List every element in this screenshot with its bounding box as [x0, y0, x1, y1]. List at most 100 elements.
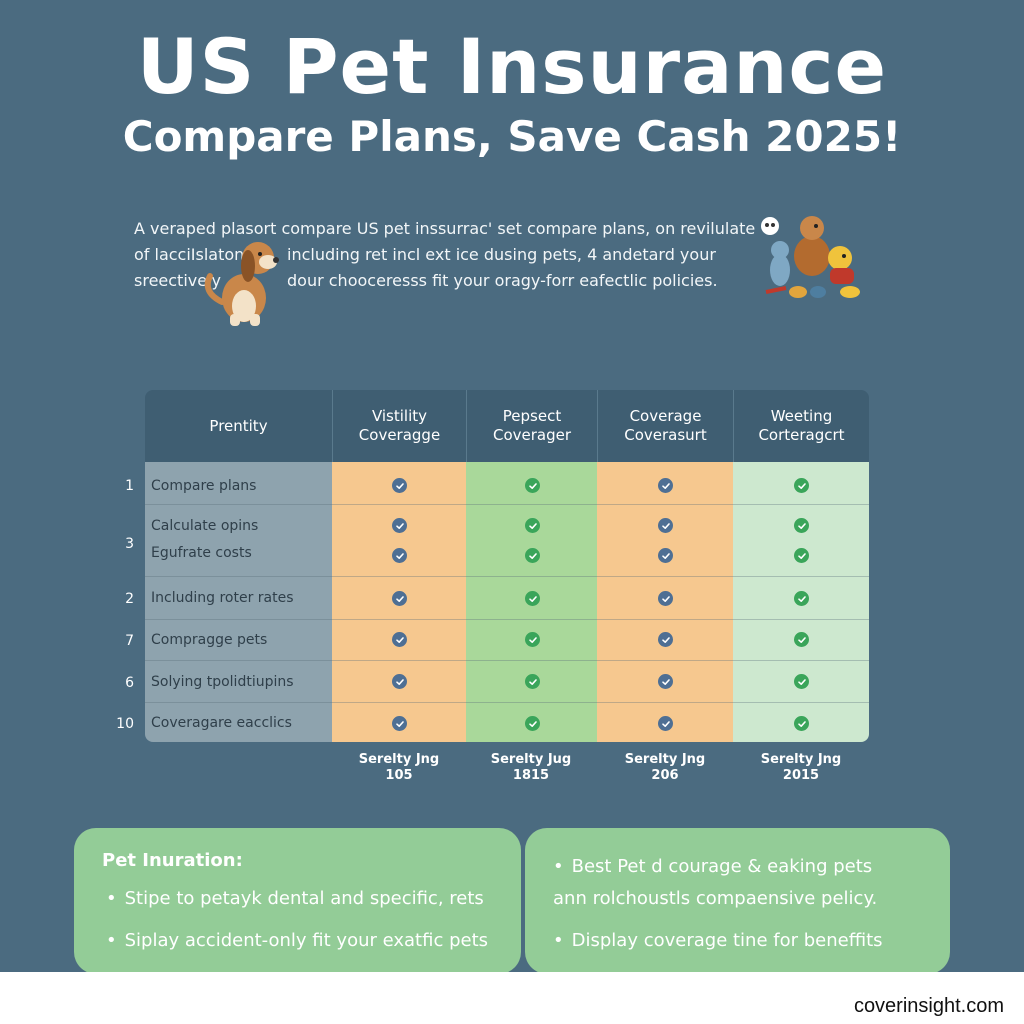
info-card-left: Pet Inuration: • Stipe to petayk dental a… — [74, 828, 521, 974]
check-circle-icon — [525, 716, 540, 731]
bullet-icon: • — [553, 856, 564, 877]
row-divider — [145, 576, 869, 577]
check-circle-icon — [794, 632, 809, 647]
check-circle-icon — [392, 518, 407, 533]
header-label: Coverasurt — [624, 426, 707, 444]
header-label: Coverager — [492, 426, 572, 444]
check-circle-icon — [658, 518, 673, 533]
check-circle-icon — [794, 591, 809, 606]
header-label: Corteragcrt — [758, 426, 845, 444]
header-label: Coverage — [629, 407, 702, 425]
column-footer: Serelty Jng 105 — [332, 752, 466, 784]
check-circle-icon — [392, 478, 407, 493]
check-circle-icon — [658, 716, 673, 731]
intro-line-3b: dour chooceresss fit your oragy-forr eaf… — [287, 271, 718, 290]
page-subtitle: Compare Plans, Save Cash 2025! — [122, 112, 902, 161]
intro-line-1: A veraped plasort compare US pet inssurr… — [134, 219, 756, 238]
intro-line-2a: of lacciIslaton — [134, 245, 245, 264]
footer-line: 105 — [385, 768, 413, 783]
row-label-column — [145, 462, 332, 742]
comparison-table: Prentity Vistility Coveragge Pepsect Cover… — [145, 390, 869, 742]
check-circle-icon — [794, 518, 809, 533]
page-title: US Pet Insurance — [136, 22, 888, 111]
row-label: Egufrate costs — [151, 545, 252, 561]
header-label: Prentity — [209, 416, 268, 435]
row-label: Calculate opins — [151, 518, 259, 534]
footer-line: 2015 — [782, 768, 820, 783]
check-circle-icon — [658, 591, 673, 606]
brand-link[interactable]: coverinsight.com — [853, 995, 1004, 1017]
card-bullet-text: Stipe to petayk dental and specific, ret… — [124, 888, 484, 909]
check-circle-icon — [525, 674, 540, 689]
row-label: Compare plans — [151, 478, 257, 494]
pets-group-icon — [761, 216, 860, 298]
column-footer: Serelty Jng 2015 — [734, 752, 868, 784]
bullet-icon: • — [106, 930, 117, 951]
row-divider — [145, 702, 869, 703]
check-circle-icon — [794, 548, 809, 563]
header-label: Weeting — [770, 407, 833, 425]
footer-line: 1815 — [512, 768, 550, 783]
check-circle-icon — [658, 478, 673, 493]
header-label: Vistility — [371, 407, 428, 425]
row-number: 6 — [125, 675, 134, 691]
intro-line-2b: including ret incl ext ice dusing pets, … — [287, 245, 716, 264]
check-circle-icon — [794, 716, 809, 731]
check-circle-icon — [525, 591, 540, 606]
check-circle-icon — [392, 674, 407, 689]
check-circle-icon — [658, 674, 673, 689]
row-label: Solying tpolidtiupins — [151, 674, 294, 690]
footer-line: 206 — [651, 768, 679, 783]
check-circle-icon — [525, 632, 540, 647]
card-bullet-text: Siplay accident-only fit your exatfic pe… — [124, 930, 488, 951]
column-footer: Serelty Jug 1815 — [464, 752, 598, 784]
header-cell-vistility: Vistility Coveragge — [332, 390, 466, 462]
footer-line: Serelty Jng — [358, 752, 440, 767]
row-number: 2 — [125, 591, 134, 607]
check-circle-icon — [658, 548, 673, 563]
check-circle-icon — [794, 674, 809, 689]
row-number: 10 — [116, 716, 134, 732]
check-circle-icon — [392, 591, 407, 606]
row-divider — [145, 619, 869, 620]
row-label: Including roter rates — [151, 590, 294, 606]
check-circle-icon — [525, 548, 540, 563]
table-header: Prentity Vistility Coveragge Pepsect Cover… — [145, 390, 869, 462]
row-label: Compragge pets — [151, 632, 268, 648]
row-divider — [145, 504, 869, 505]
footer-line: Serelty Jng — [760, 752, 842, 767]
row-number: 3 — [125, 536, 134, 552]
row-number: 1 — [125, 478, 134, 494]
card-bullet-text: Display coverage tine for beneffits — [571, 930, 883, 951]
header-cell-coverage: Coverage Coverasurt — [597, 390, 733, 462]
header-cell-pepsect: Pepsect Coverager — [466, 390, 597, 462]
check-circle-icon — [392, 716, 407, 731]
intro-line-3a: sreectively — [134, 271, 221, 290]
check-circle-icon — [392, 632, 407, 647]
card-text-line: ann rolchoustls compaensive pelicy. — [553, 888, 878, 909]
bullet-icon: • — [553, 930, 564, 951]
row-number: 7 — [125, 633, 134, 649]
check-circle-icon — [658, 632, 673, 647]
card-bullet: • Stipe to petayk dental and specific, re… — [106, 888, 484, 909]
dog-icon — [204, 242, 279, 326]
check-circle-icon — [794, 478, 809, 493]
footer-line: Serelty Jng — [624, 752, 706, 767]
row-divider — [145, 660, 869, 661]
column-footer: Serelty Jng 206 — [598, 752, 732, 784]
header-cell-weeting: Weeting Corteragcrt — [733, 390, 869, 462]
card-bullet: • Siplay accident-only fit your exatfic p… — [106, 930, 488, 951]
check-circle-icon — [525, 478, 540, 493]
header-label: Pepsect — [502, 407, 562, 425]
check-circle-icon — [525, 518, 540, 533]
bullet-icon: • — [106, 888, 117, 909]
card-bullet-text: Best Pet d courage & eaking pets — [571, 856, 873, 877]
info-card-right: • Best Pet d courage & eaking pets ann ro… — [525, 828, 950, 974]
card-bullet: • Display coverage tine for beneffits — [553, 930, 883, 951]
card-bullet: • Best Pet d courage & eaking pets — [553, 856, 872, 877]
header-cell-prentity: Prentity — [145, 390, 332, 462]
footer-bar: coverinsight.com — [0, 972, 1024, 1024]
header-label: Coveragge — [358, 426, 441, 444]
footer-line: Serelty Jug — [490, 752, 572, 767]
row-label: Coveragare eacclics — [151, 715, 292, 731]
